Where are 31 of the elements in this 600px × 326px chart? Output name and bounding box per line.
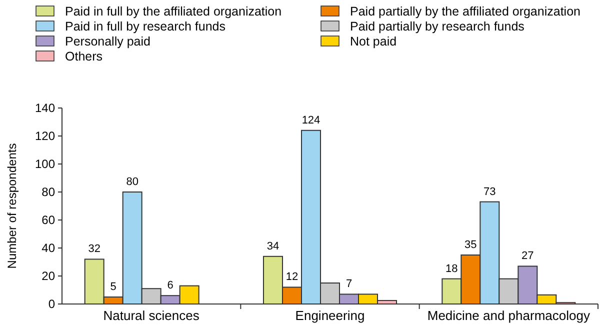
- legend-label: Not paid: [350, 34, 397, 48]
- data-label: 35: [464, 239, 477, 251]
- data-label: 12: [286, 271, 298, 284]
- x-tick-label: Engineering: [295, 308, 365, 323]
- legend-label: Others: [65, 49, 103, 64]
- x-tick-label: Medicine and pharmacology: [427, 308, 590, 323]
- legend-label: Paid in full by the affiliated organization: [65, 4, 282, 18]
- y-tick-label: 140: [34, 101, 56, 116]
- y-axis-title: Number of respondents: [5, 143, 19, 269]
- data-label: 73: [484, 186, 496, 198]
- y-tick-label: 0: [48, 297, 56, 312]
- data-label: 32: [88, 243, 100, 256]
- data-label: 5: [110, 281, 116, 293]
- data-label: 18: [446, 262, 458, 275]
- legend-label: Personally paid: [65, 34, 151, 48]
- data-label: 27: [522, 250, 534, 262]
- y-tick-label: 20: [42, 269, 56, 284]
- data-label: 7: [346, 278, 352, 290]
- legend-label: Paid partially by the affiliated organization: [350, 4, 581, 18]
- y-tick-label: 80: [42, 185, 56, 200]
- y-tick-label: 60: [42, 213, 56, 228]
- data-label: 80: [126, 176, 138, 188]
- y-tick-label: 40: [42, 241, 56, 256]
- y-tick-label: 100: [34, 157, 56, 172]
- data-label: 124: [302, 114, 320, 126]
- y-tick-label: 120: [34, 129, 56, 144]
- x-tick-label: Natural sciences: [103, 308, 200, 323]
- data-label: 34: [266, 240, 280, 252]
- legend-label: Paid in full by research funds: [65, 19, 226, 34]
- data-label: 6: [167, 280, 174, 292]
- legend-label: Paid partially by research funds: [350, 19, 524, 34]
